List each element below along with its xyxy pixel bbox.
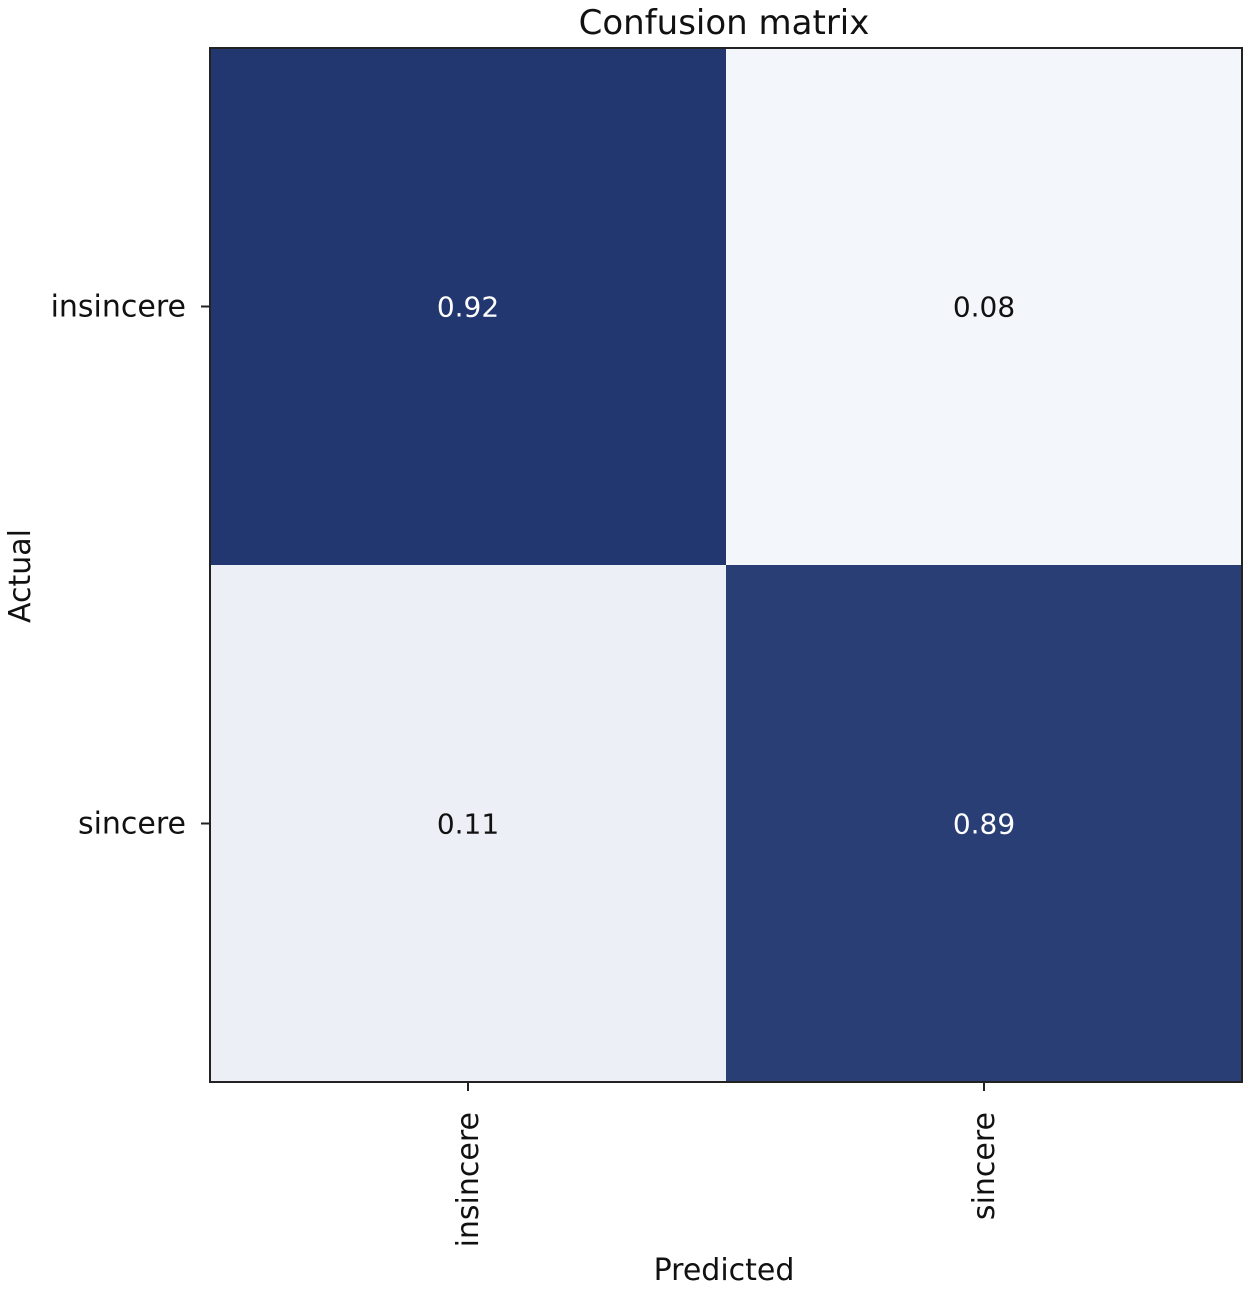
heatmap-cell-sincere-insincere xyxy=(210,565,726,1082)
cell-value-label: 0.89 xyxy=(953,808,1015,841)
cell-value-label: 0.11 xyxy=(437,808,499,841)
y-tick-label-sincere: sincere xyxy=(78,807,186,842)
x-axis-ticks: insincere sincere xyxy=(451,1082,1002,1247)
cell-value-labels: 0.92 0.08 0.11 0.89 xyxy=(437,291,1015,841)
heatmap-cells xyxy=(210,48,1242,1082)
cell-value-label: 0.08 xyxy=(953,291,1015,324)
x-axis-label: Predicted xyxy=(654,1253,795,1286)
y-axis-label: Actual xyxy=(3,529,38,623)
x-tick-label-sincere: sincere xyxy=(967,1112,1002,1220)
chart-title: Confusion matrix xyxy=(579,3,870,43)
y-axis-ticks: insincere sincere xyxy=(51,290,210,842)
heatmap-cell-insincere-sincere xyxy=(726,48,1242,565)
heatmap-cell-insincere-insincere xyxy=(210,48,726,565)
plot-frame xyxy=(209,47,1243,1083)
cell-value-label: 0.92 xyxy=(437,291,499,324)
heatmap-cell-sincere-sincere xyxy=(726,565,1242,1082)
y-tick-label-insincere: insincere xyxy=(51,290,186,325)
x-tick-label-insincere: insincere xyxy=(451,1112,486,1247)
